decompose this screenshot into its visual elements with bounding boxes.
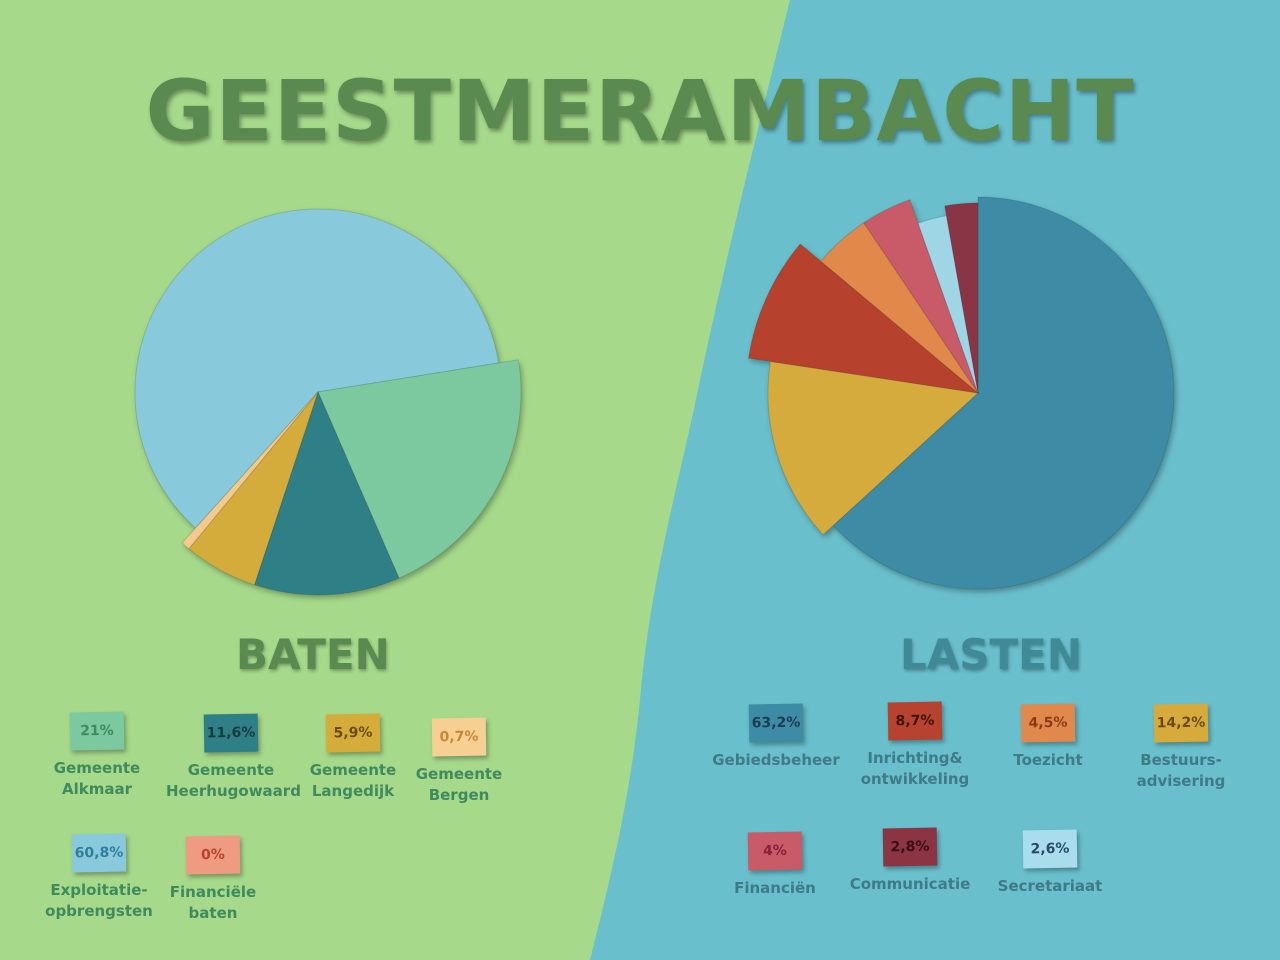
legend-label: Exploitatie- opbrengsten <box>45 881 153 920</box>
legend-chip: 8,7% <box>887 701 943 741</box>
legend-chip: 0% <box>185 835 241 875</box>
legend-toezicht: 4,5% Toezicht <box>983 703 1113 771</box>
pie-slice-exploitatie-opbrengsten <box>134 208 500 529</box>
legend-secretariaat: 2,6% Secretariaat <box>985 829 1115 897</box>
lasten-pie <box>748 196 1175 590</box>
legend-chip: 0,7% <box>431 717 487 757</box>
legend-chip: 63,2% <box>748 703 804 743</box>
legend-chip: 21% <box>69 711 125 751</box>
pie-slice-communicatie <box>944 202 979 394</box>
legend-chip: 14,2% <box>1153 703 1209 743</box>
pie-slice-financi-n <box>863 199 979 394</box>
pie-slice-gemeente-heerhugowaard <box>253 390 400 596</box>
legend-label: Secretariaat <box>997 877 1103 895</box>
legend-label: Toezicht <box>1013 751 1083 769</box>
legend-financien: 4% Financiën <box>710 831 840 899</box>
baten-pie <box>134 208 522 596</box>
legend-label: Communicatie <box>849 875 971 893</box>
legend-bestuurs-advisering: 14,2% Bestuurs- advisering <box>1116 703 1246 792</box>
legend-inrichting-ontwikkeling: 8,7% Inrichting& ontwikkeling <box>850 701 980 790</box>
legend-gemeente-heerhugowaard: 11,6% Gemeente Heerhugowaard <box>166 713 301 802</box>
legend-gebiedsbeheer: 63,2% Gebiedsbeheer <box>711 703 841 771</box>
legend-label: Bestuurs- advisering <box>1136 751 1226 790</box>
legend-chip: 4% <box>747 831 803 871</box>
legend-label: Gemeente Heerhugowaard <box>166 761 301 800</box>
legend-label: Gemeente Alkmaar <box>53 759 141 798</box>
legend-gemeente-alkmaar: 21% Gemeente Alkmaar <box>32 711 162 800</box>
legend-label: Gemeente Langedijk <box>309 761 397 800</box>
legend-chip: 4,5% <box>1020 703 1076 743</box>
legend-label: Financiën <box>734 879 816 897</box>
legend-chip: 2,6% <box>1022 829 1078 869</box>
legend-label: Gebiedsbeheer <box>712 751 840 769</box>
legend-gemeente-langedijk: 5,9% Gemeente Langedijk <box>288 713 418 802</box>
legend-chip: 60,8% <box>71 833 127 873</box>
page-title: GEESTMERAMBACHT <box>145 62 1135 160</box>
lasten-title: LASTEN <box>900 630 1083 679</box>
legend-label: Inrichting& ontwikkeling <box>860 749 970 788</box>
pie-slice-gebiedsbeheer <box>832 196 1175 590</box>
baten-title: BATEN <box>236 630 390 679</box>
legend-exploitatie-opbrengsten: 60,8% Exploitatie- opbrengsten <box>34 833 164 922</box>
legend-communicatie: 2,8% Communicatie <box>845 827 975 895</box>
pie-slice-inrichting-ontwikkeling <box>748 243 980 394</box>
legend-gemeente-bergen: 0,7% Gemeente Bergen <box>394 717 524 806</box>
legend-chip: 5,9% <box>325 713 381 753</box>
legend-chip: 11,6% <box>203 713 259 753</box>
legend-label: Gemeente Bergen <box>415 765 503 804</box>
legend-chip: 2,8% <box>882 827 938 867</box>
pie-slice-gemeente-alkmaar <box>317 359 522 579</box>
legend-financiele-baten: 0% Financiële baten <box>148 835 278 924</box>
pie-slice-bestuurs-advisering <box>767 360 980 536</box>
legend-label: Financiële baten <box>169 883 257 922</box>
pie-slice-gemeente-bergen <box>181 391 319 550</box>
